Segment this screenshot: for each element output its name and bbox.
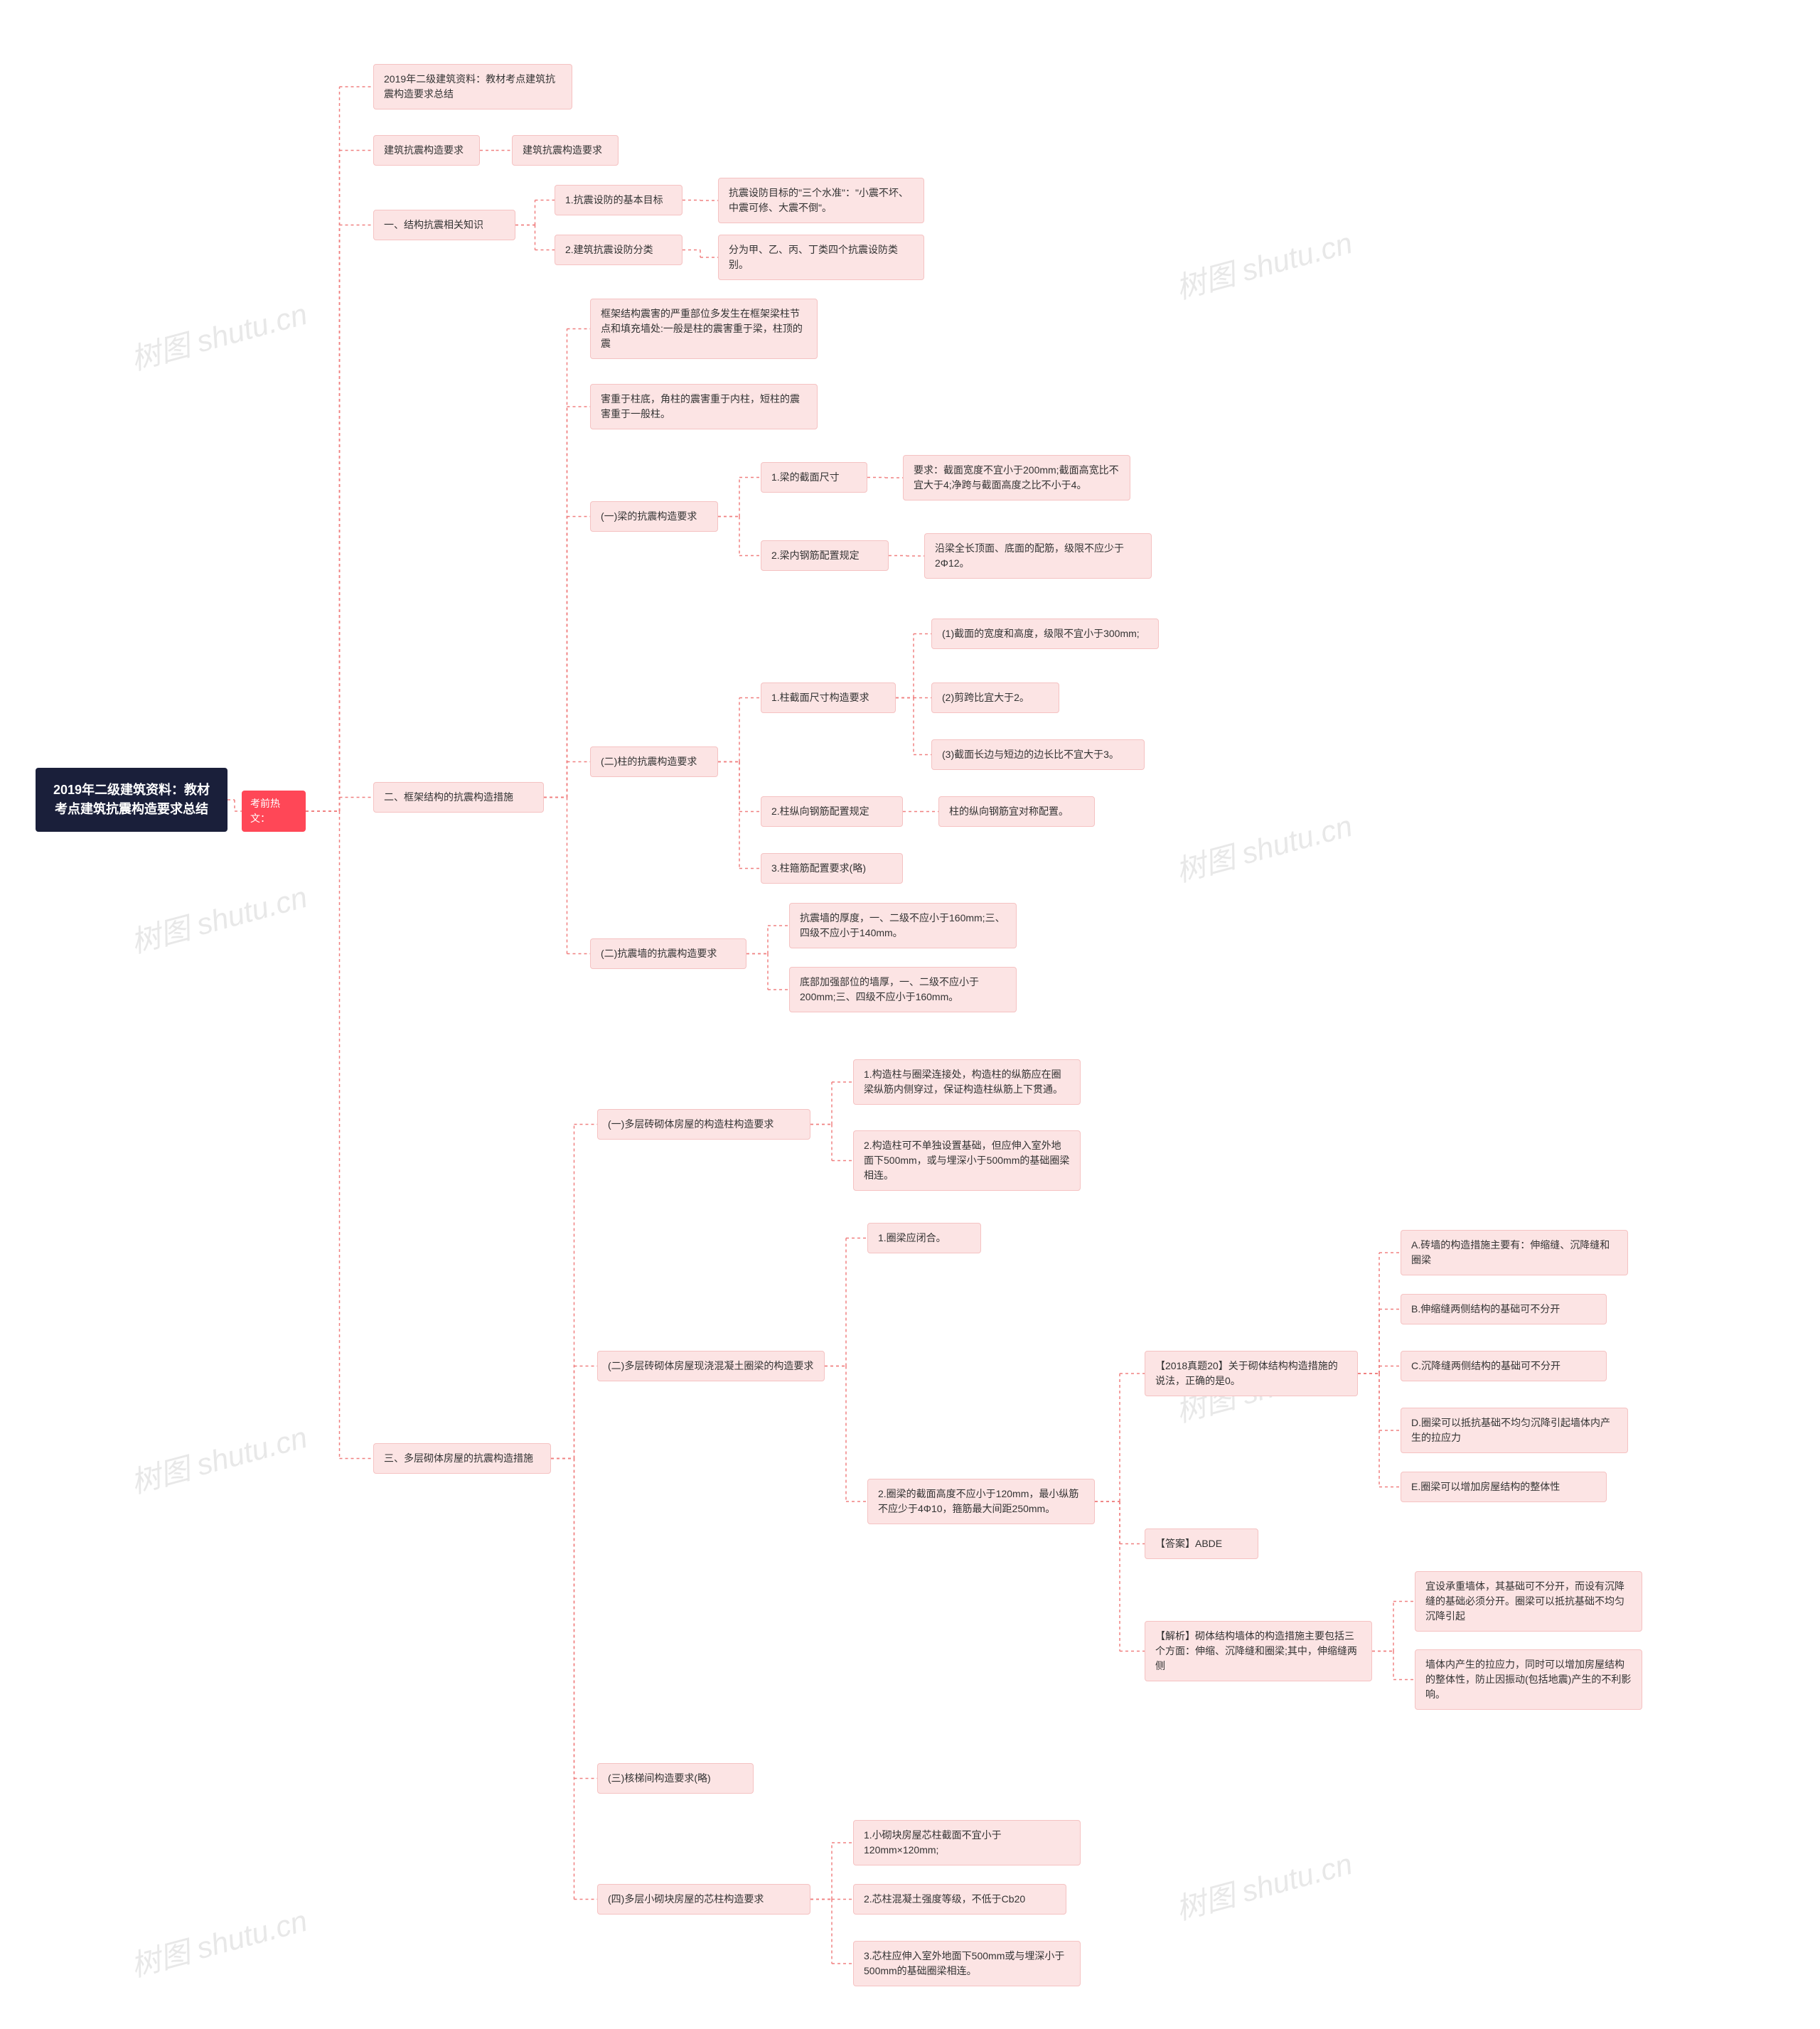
mindmap-node-s2b[interactable]: (二)柱的抗震构造要求	[590, 746, 718, 777]
mindmap-node-req2[interactable]: 建筑抗震构造要求	[512, 135, 619, 166]
mindmap-node-hot[interactable]: 考前热文：	[242, 791, 306, 832]
mindmap-node-s3d[interactable]: (四)多层小砌块房屋的芯柱构造要求	[597, 1884, 810, 1915]
mindmap-node-s2b3[interactable]: 3.柱箍筋配置要求(略)	[761, 853, 903, 884]
mindmap-node-s2b2[interactable]: 2.柱纵向钢筋配置规定	[761, 796, 903, 827]
mindmap-node-s2t2[interactable]: 害重于柱底，角柱的震害重于内柱，短柱的震害重于一般柱。	[590, 384, 818, 429]
mindmap-node-s1a[interactable]: 1.抗震设防的基本目标	[555, 185, 682, 215]
mindmap-node-n2019[interactable]: 2019年二级建筑资料：教材考点建筑抗震构造要求总结	[373, 64, 572, 109]
mindmap-node-s2a2[interactable]: 2.梁内钢筋配置规定	[761, 540, 889, 571]
mindmap-node-s2a1d[interactable]: 要求：截面宽度不宜小于200mm;截面高宽比不宜大于4;净跨与截面高度之比不小于…	[903, 455, 1130, 500]
mindmap-node-s1[interactable]: 一、结构抗震相关知识	[373, 210, 515, 240]
mindmap-node-s3d1[interactable]: 1.小砌块房屋芯柱截面不宜小于120mm×120mm;	[853, 1820, 1081, 1865]
mindmap-node-qD[interactable]: D.圈梁可以抵抗基础不均匀沉降引起墙体内产生的拉应力	[1401, 1408, 1628, 1453]
mindmap-node-anx[interactable]: 【解析】砌体结构墙体的构造措施主要包括三个方面：伸缩、沉降缝和圈梁;其中，伸缩缝…	[1145, 1621, 1372, 1681]
mindmap-node-s3a2[interactable]: 2.构造柱可不单独设置基础，但应伸入室外地面下500mm，或与埋深小于500mm…	[853, 1130, 1081, 1191]
mindmap-node-s2b1[interactable]: 1.柱截面尺寸构造要求	[761, 682, 896, 713]
mindmap-node-s2b1a[interactable]: (1)截面的宽度和高度，级限不宜小于300mm;	[931, 619, 1159, 649]
mindmap-node-s3d3[interactable]: 3.芯柱应伸入室外地面下500mm或与埋深小于500mm的基础圈梁相连。	[853, 1941, 1081, 1986]
mindmap-node-qC[interactable]: C.沉降缝两侧结构的基础可不分开	[1401, 1351, 1607, 1381]
mindmap-node-s2t1[interactable]: 框架结构震害的严重部位多发生在框架梁柱节点和填充墙处:一般是柱的震害重于梁，柱顶…	[590, 299, 818, 359]
mindmap-node-s2a1[interactable]: 1.梁的截面尺寸	[761, 462, 867, 493]
connector-layer	[0, 0, 1820, 2029]
mindmap-node-s2c[interactable]: (二)抗震墙的抗震构造要求	[590, 938, 746, 969]
mindmap-node-s3a1[interactable]: 1.构造柱与圈梁连接处，构造柱的纵筋应在圈梁纵筋内侧穿过，保证构造柱纵筋上下贯通…	[853, 1059, 1081, 1105]
mindmap-node-root[interactable]: 2019年二级建筑资料：教材考点建筑抗震构造要求总结	[36, 768, 228, 832]
mindmap-node-qB[interactable]: B.伸缩缝两侧结构的基础可不分开	[1401, 1294, 1607, 1324]
mindmap-node-s2c1[interactable]: 抗震墙的厚度，一、二级不应小于160mm;三、四级不应小于140mm。	[789, 903, 1017, 948]
mindmap-node-ans[interactable]: 【答案】ABDE	[1145, 1529, 1258, 1559]
mindmap-node-s2c2[interactable]: 底部加强部位的墙厚，一、二级不应小于200mm;三、四级不应小于160mm。	[789, 967, 1017, 1012]
mindmap-node-s3a[interactable]: (一)多层砖砌体房屋的构造柱构造要求	[597, 1109, 810, 1140]
mindmap-node-s3c[interactable]: (三)核梯间构造要求(略)	[597, 1763, 754, 1794]
mindmap-node-qE[interactable]: E.圈梁可以增加房屋结构的整体性	[1401, 1472, 1607, 1502]
mindmap-node-s2[interactable]: 二、框架结构的抗震构造措施	[373, 782, 544, 813]
mindmap-node-s3b1[interactable]: 1.圈梁应闭合。	[867, 1223, 981, 1253]
mindmap-node-req1[interactable]: 建筑抗震构造要求	[373, 135, 480, 166]
mindmap-node-anx2[interactable]: 墙体内产生的拉应力，同时可以增加房屋结构的整体性，防止因振动(包括地震)产生的不…	[1415, 1649, 1642, 1710]
mindmap-node-s3d2[interactable]: 2.芯柱混凝土强度等级，不低于Cb20	[853, 1884, 1066, 1915]
mindmap-node-s1a1[interactable]: 抗震设防目标的"三个水准"："小震不坏、中震可修、大震不倒"。	[718, 178, 924, 223]
mindmap-node-s2a2d[interactable]: 沿梁全长顶面、底面的配筋，级限不应少于2Φ12。	[924, 533, 1152, 579]
mindmap-node-s3b2[interactable]: 2.圈梁的截面高度不应小于120mm，最小纵筋不应少于4Φ10，箍筋最大间距25…	[867, 1479, 1095, 1524]
mindmap-container: 2019年二级建筑资料：教材考点建筑抗震构造要求总结考前热文：2019年二级建筑…	[0, 0, 1820, 2029]
mindmap-node-s3[interactable]: 三、多层砌体房屋的抗震构造措施	[373, 1443, 551, 1474]
mindmap-node-s1b1[interactable]: 分为甲、乙、丙、丁类四个抗震设防类别。	[718, 235, 924, 280]
mindmap-node-s2b1b[interactable]: (2)剪跨比宜大于2。	[931, 682, 1059, 713]
mindmap-node-s2b2d[interactable]: 柱的纵向钢筋宜对称配置。	[938, 796, 1095, 827]
mindmap-node-q2018[interactable]: 【2018真题20】关于砌体结构构造措施的说法，正确的是0。	[1145, 1351, 1358, 1396]
mindmap-node-s2a[interactable]: (一)梁的抗震构造要求	[590, 501, 718, 532]
mindmap-node-anx1[interactable]: 宜设承重墙体，其基础可不分开，而设有沉降缝的基础必须分开。圈梁可以抵抗基础不均匀…	[1415, 1571, 1642, 1632]
mindmap-node-s2b1c[interactable]: (3)截面长边与短边的边长比不宜大于3。	[931, 739, 1145, 770]
mindmap-node-s3b[interactable]: (二)多层砖砌体房屋现浇混凝土圈梁的构造要求	[597, 1351, 825, 1381]
mindmap-node-qA[interactable]: A.砖墙的构造措施主要有：伸缩缝、沉降缝和圈梁	[1401, 1230, 1628, 1275]
mindmap-node-s1b[interactable]: 2.建筑抗震设防分类	[555, 235, 682, 265]
